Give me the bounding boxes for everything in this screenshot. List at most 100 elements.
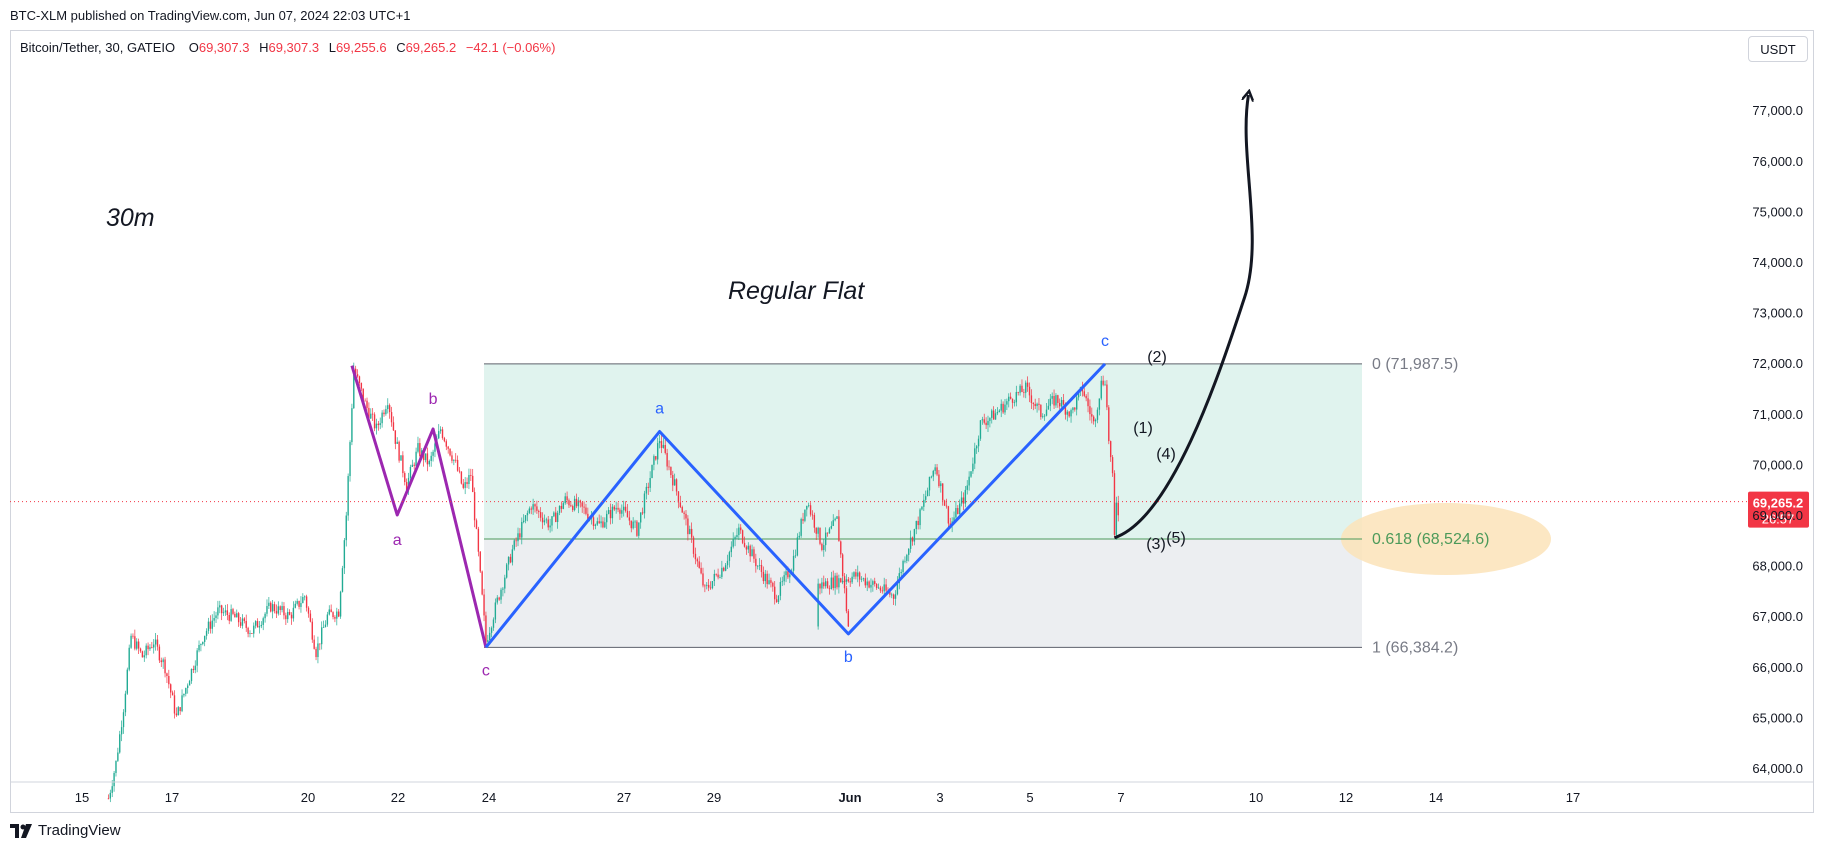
candle — [1070, 408, 1072, 423]
candle — [549, 518, 551, 533]
candle — [375, 418, 378, 435]
candle — [1098, 398, 1101, 416]
candle — [315, 646, 317, 661]
candle — [232, 607, 234, 616]
symbol-name[interactable]: Bitcoin/Tether, 30, GATEIO — [20, 40, 176, 55]
candle — [164, 656, 166, 678]
candle — [626, 503, 629, 518]
candle — [909, 530, 912, 553]
candle — [424, 453, 427, 463]
wave-line-2[interactable] — [484, 362, 1107, 649]
candle — [1100, 375, 1102, 401]
projection-arrow[interactable] — [1113, 95, 1252, 540]
candle — [187, 683, 189, 694]
candle — [711, 580, 714, 590]
candle — [419, 438, 421, 459]
candle — [485, 611, 487, 647]
candle — [515, 537, 517, 547]
wave-line-1[interactable] — [350, 365, 488, 648]
wave-label-c: c — [1101, 333, 1109, 350]
candle — [509, 553, 512, 564]
candle — [641, 507, 644, 515]
candle — [243, 617, 246, 624]
elliott-waves[interactable]: a b c a b c (1) (2) (3) (4) (5) — [350, 95, 1252, 679]
candle — [830, 571, 833, 590]
candle — [1051, 392, 1053, 405]
candle — [719, 574, 721, 579]
x-tick-label: 15 — [75, 790, 89, 805]
candle — [373, 412, 376, 432]
candle — [826, 578, 829, 589]
currency-button[interactable]: USDT — [1748, 36, 1808, 62]
candle — [279, 605, 281, 616]
candle — [109, 789, 112, 803]
candle — [356, 369, 359, 378]
current-price-tag — [1748, 491, 1809, 528]
candle — [254, 620, 257, 629]
candle — [298, 600, 300, 610]
candle — [645, 483, 648, 500]
candle — [996, 407, 999, 416]
annotations: 30m Regular Flat — [106, 204, 865, 305]
candle — [438, 424, 440, 440]
candle — [188, 679, 191, 686]
candle — [968, 471, 970, 491]
candle — [783, 571, 785, 586]
candle — [700, 562, 702, 575]
candle — [294, 600, 296, 609]
brand-footer[interactable]: TradingView — [10, 822, 121, 839]
candle — [473, 487, 476, 528]
pattern-note: Regular Flat — [728, 277, 865, 305]
subwave-label: (3) — [1146, 536, 1166, 553]
candle — [868, 580, 870, 589]
candle — [666, 448, 668, 471]
candle — [1030, 389, 1033, 410]
candle — [539, 507, 542, 522]
candle — [564, 492, 566, 505]
candle — [991, 408, 993, 424]
candle — [162, 657, 164, 669]
candle — [1013, 399, 1016, 407]
candle — [426, 447, 429, 472]
candle — [220, 604, 223, 621]
candle — [826, 532, 829, 537]
candle — [513, 539, 515, 551]
candle — [224, 604, 227, 616]
y-tick-label: 74,000.0 — [1752, 255, 1803, 270]
countdown-label: 26:57 — [1762, 512, 1795, 527]
candle — [251, 632, 253, 635]
candle — [658, 434, 661, 449]
candle — [815, 527, 817, 540]
candle — [275, 604, 278, 618]
candle — [511, 544, 514, 566]
candle — [962, 492, 965, 510]
candle — [813, 512, 816, 533]
candle — [834, 572, 836, 595]
candle — [704, 584, 706, 593]
candle — [1106, 380, 1108, 411]
candle — [388, 403, 391, 419]
candle — [925, 490, 927, 503]
candle — [845, 574, 848, 585]
candle — [1109, 440, 1112, 462]
x-tick-label: 29 — [707, 790, 721, 805]
candle — [120, 720, 123, 742]
candle — [834, 517, 836, 522]
candle — [468, 468, 470, 490]
candle — [443, 436, 446, 443]
candle — [583, 501, 585, 515]
candle — [690, 522, 693, 543]
candle — [634, 519, 636, 528]
fib-label-0: 0 (71,987.5) — [1372, 356, 1458, 373]
candle — [517, 527, 519, 547]
candle — [832, 570, 834, 591]
candle — [736, 528, 738, 540]
candle — [640, 512, 642, 529]
candle — [334, 615, 336, 623]
candle — [849, 577, 851, 587]
candle — [130, 633, 132, 649]
candle — [166, 672, 168, 684]
candle — [824, 578, 827, 589]
fibonacci-retracement[interactable]: 0 (71,987.5) 0.618 (68,524.6) 1 (66,384.2) — [484, 356, 1551, 657]
